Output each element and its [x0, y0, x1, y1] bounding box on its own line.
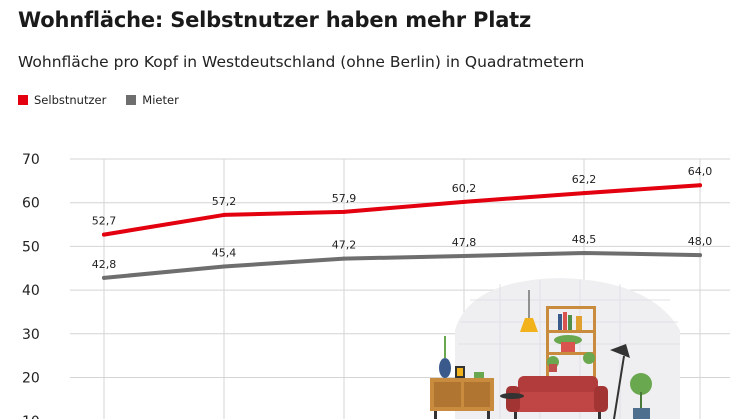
series-line-mieter [102, 250, 702, 280]
legend: Selbstnutzer Mieter [18, 93, 179, 107]
series-lines [102, 183, 702, 280]
data-point-mieter-2 [342, 256, 346, 261]
y-tick-label-50: 50 [22, 239, 40, 255]
data-label-mieter-3: 47,8 [452, 236, 477, 249]
legend-swatch-selbstnutzer [18, 95, 28, 105]
legend-item-selbstnutzer: Selbstnutzer [18, 93, 106, 107]
legend-item-mieter: Mieter [126, 93, 179, 107]
data-label-mieter-1: 45,4 [212, 247, 237, 260]
chart-title: Wohnfläche: Selbstnutzer haben mehr Plat… [18, 8, 532, 32]
vertical-grid-lines [103, 159, 701, 419]
data-label-selbstnutzer-1: 57,2 [212, 195, 237, 208]
data-label-selbstnutzer-0: 52,7 [92, 215, 117, 228]
data-point-selbstnutzer-2 [342, 209, 346, 214]
data-label-selbstnutzer-2: 57,9 [332, 192, 357, 205]
data-point-selbstnutzer-5 [698, 183, 702, 188]
data-point-selbstnutzer-0 [102, 232, 106, 237]
data-label-selbstnutzer-3: 60,2 [452, 182, 477, 195]
y-tick-label-20: 20 [22, 371, 40, 387]
data-label-mieter-4: 48,5 [572, 233, 597, 246]
sideboard [430, 336, 494, 419]
sofa [500, 376, 608, 419]
data-label-mieter-2: 47,2 [332, 239, 357, 252]
series-line-selbstnutzer [102, 183, 702, 237]
data-point-selbstnutzer-3 [462, 199, 466, 204]
legend-swatch-mieter [126, 95, 137, 105]
living-room-illustration [430, 278, 680, 419]
y-tick-label-70: 70 [22, 152, 40, 168]
data-point-mieter-1 [222, 264, 226, 269]
y-tick-label-10: 10 [22, 414, 40, 419]
legend-label-mieter: Mieter [142, 93, 179, 107]
data-point-selbstnutzer-4 [582, 191, 586, 196]
data-point-selbstnutzer-1 [222, 212, 226, 217]
data-label-selbstnutzer-4: 62,2 [572, 173, 597, 186]
y-tick-label-30: 30 [22, 327, 40, 343]
data-label-selbstnutzer-5: 64,0 [688, 165, 713, 178]
data-label-mieter-0: 42,8 [92, 258, 117, 271]
data-point-mieter-3 [462, 254, 466, 259]
floor-lamp [610, 344, 630, 419]
legend-label-selbstnutzer: Selbstnutzer [34, 93, 107, 107]
data-point-mieter-4 [582, 250, 586, 255]
data-point-mieter-0 [102, 275, 106, 280]
grid-lines [70, 158, 730, 378]
potted-plant [630, 373, 652, 419]
data-point-mieter-5 [698, 253, 702, 258]
y-axis-ticks: 10 20 30 40 50 60 70 [22, 152, 40, 419]
bookshelf [546, 306, 596, 386]
data-labels: 52,7 57,2 57,9 60,2 62,2 64,0 42,8 45,4 47,2 47,8… [92, 165, 713, 271]
chart-subtitle: Wohnfläche pro Kopf in Westdeutschland (… [18, 53, 585, 71]
data-label-mieter-5: 48,0 [688, 235, 713, 248]
y-tick-label-40: 40 [22, 283, 40, 299]
y-tick-label-60: 60 [22, 196, 40, 212]
